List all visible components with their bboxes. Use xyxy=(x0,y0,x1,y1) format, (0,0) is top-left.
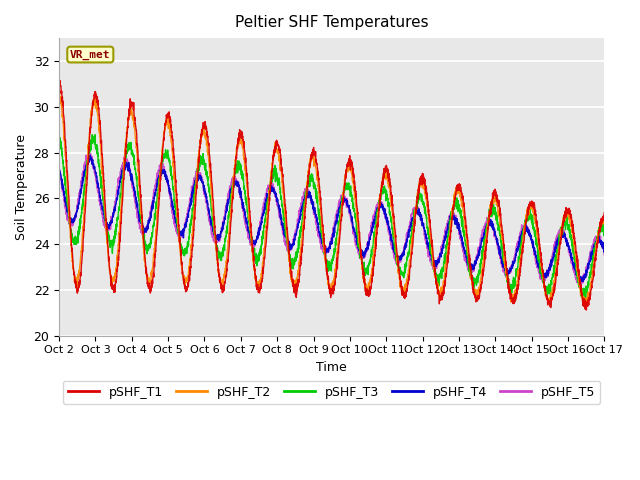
Legend: pSHF_T1, pSHF_T2, pSHF_T3, pSHF_T4, pSHF_T5: pSHF_T1, pSHF_T2, pSHF_T3, pSHF_T4, pSHF… xyxy=(63,381,600,404)
Title: Peltier SHF Temperatures: Peltier SHF Temperatures xyxy=(235,15,429,30)
X-axis label: Time: Time xyxy=(316,361,347,374)
Text: VR_met: VR_met xyxy=(70,49,111,60)
Y-axis label: Soil Temperature: Soil Temperature xyxy=(15,134,28,240)
